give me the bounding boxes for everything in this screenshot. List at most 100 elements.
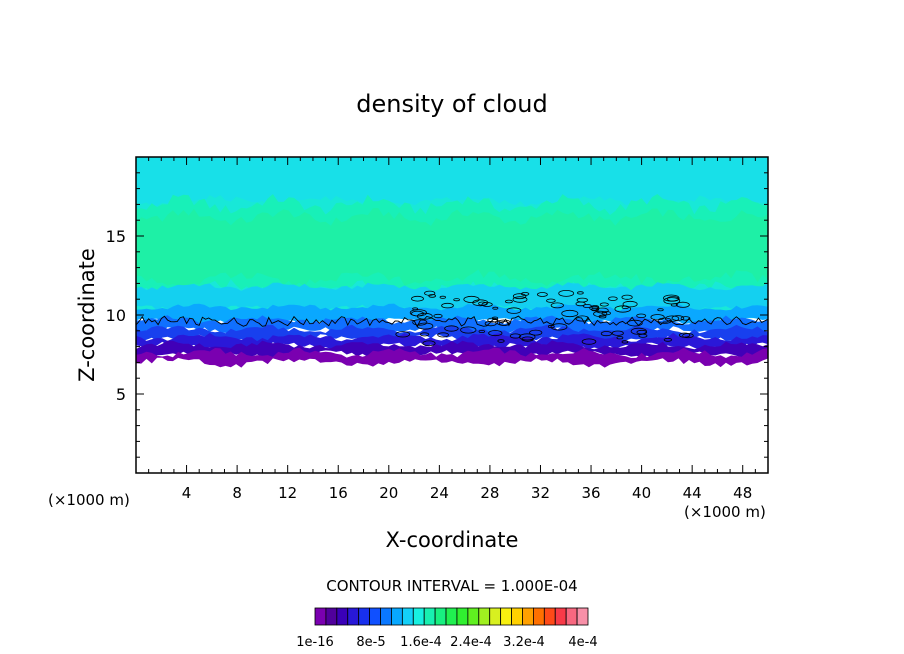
x-axis-label: X-coordinate <box>386 528 519 552</box>
colorbar-label: 4e-4 <box>568 635 597 650</box>
y-tick-label: 5 <box>116 385 126 404</box>
contour-ring <box>437 332 449 338</box>
contour-ring <box>484 320 497 327</box>
contour-interval-label: CONTOUR INTERVAL = 1.000E-04 <box>326 577 577 595</box>
contour-ring <box>593 310 608 317</box>
contour-ring <box>680 316 691 321</box>
contour-ring <box>581 338 597 345</box>
field-band-7 <box>136 347 768 368</box>
colorbar-swatch <box>412 607 425 626</box>
field-band-9-10 <box>136 303 768 326</box>
contour-ring <box>575 315 590 322</box>
contour-ring <box>492 306 499 310</box>
x-unit-right: (×1000 m) <box>684 503 766 521</box>
contour-ring <box>497 339 505 343</box>
contour-ring <box>608 296 618 301</box>
colorbar-label: 3.2e-4 <box>503 635 545 650</box>
colorbar-swatch <box>314 607 327 626</box>
contour-ring <box>506 307 522 314</box>
contour-ring <box>439 295 446 299</box>
contour-ring <box>611 330 624 336</box>
contour-ring <box>682 333 694 339</box>
x-tick-label: 44 <box>683 484 702 502</box>
contour-ring <box>670 303 678 307</box>
contour-ring <box>599 302 609 307</box>
colorbar-swatch <box>434 607 447 626</box>
colorbar-label: 2.4e-4 <box>450 635 492 650</box>
y-tick-label: 15 <box>106 227 126 246</box>
contour-ring <box>546 298 556 303</box>
contour-ring <box>650 314 665 321</box>
contour-lines <box>136 289 768 347</box>
colorbar-swatch <box>511 607 523 626</box>
x-tick-label: 16 <box>329 484 348 502</box>
x-tick-label: 12 <box>278 484 297 502</box>
chart-title: density of cloud <box>356 90 547 118</box>
colorbar-swatch <box>401 607 414 626</box>
contour-ring <box>630 327 647 335</box>
contour-ring <box>561 309 579 318</box>
contour-ring <box>622 300 638 308</box>
colorbar-swatch <box>554 607 567 626</box>
colorbar-swatch <box>336 607 349 626</box>
contour-ring <box>601 311 611 316</box>
contour-ring <box>575 301 586 307</box>
x-tick-label: 8 <box>232 484 242 502</box>
contour-ring <box>463 295 480 303</box>
colorbar <box>314 607 589 626</box>
colorbar-swatch <box>500 607 512 626</box>
x-tick-label: 20 <box>379 484 398 502</box>
x-tick-label: 24 <box>430 484 449 502</box>
contour-ring <box>504 299 513 304</box>
contour-ring <box>591 305 599 309</box>
contour-ring <box>481 302 493 307</box>
colorbar-swatch <box>522 607 534 626</box>
colorbar-labels: 1e-16 8e-5 1.6e-4 2.4e-4 3.2e-4 4e-4 <box>296 635 597 650</box>
colorbar-swatch <box>467 607 480 626</box>
contour-ring <box>488 330 503 337</box>
contour-ring <box>441 302 454 309</box>
x-axis: 4 8 12 16 20 24 28 32 36 40 44 48 <box>148 157 756 502</box>
contour-ring <box>638 333 648 338</box>
contour-ring <box>627 319 643 327</box>
contour-ring <box>478 301 487 306</box>
colorbar-label: 1.6e-4 <box>400 635 442 650</box>
contour-ring <box>444 325 459 332</box>
contour-ring <box>460 326 477 334</box>
colorbar-swatch <box>489 607 502 626</box>
colorbar-swatch <box>478 607 491 626</box>
contour-ring <box>520 291 530 296</box>
contour-ring <box>433 313 443 319</box>
contour-ring <box>621 305 629 309</box>
contour-ring <box>512 293 527 300</box>
contour-ring <box>676 301 690 308</box>
contour-ring <box>600 331 613 337</box>
colorbar-swatch <box>576 607 589 626</box>
contour-ring <box>547 324 555 329</box>
contour-ring <box>491 316 499 320</box>
contour-ring <box>478 329 485 333</box>
colorbar-swatch <box>391 607 403 626</box>
contour-ring <box>614 305 632 313</box>
x-tick-label: 28 <box>480 484 499 502</box>
contour-ring <box>666 296 680 302</box>
colorbar-swatch <box>533 607 545 626</box>
contour-ring <box>487 317 499 323</box>
contour-ring <box>496 319 511 326</box>
colorbar-swatch <box>543 607 556 626</box>
plot-area <box>136 157 768 368</box>
colorbar-swatch <box>456 607 469 626</box>
contour-ring <box>558 289 575 297</box>
y-axis: 5 10 15 <box>106 172 768 458</box>
colorbar-swatch <box>347 607 360 626</box>
contour-line-main <box>136 315 768 328</box>
contour-ring <box>417 322 434 330</box>
contour-ring <box>518 333 536 341</box>
colorbar-swatch <box>325 607 338 626</box>
contour-ring <box>550 302 564 309</box>
x-tick-label: 4 <box>182 484 192 502</box>
contour-ring <box>657 308 664 312</box>
colorbar-swatch <box>369 607 381 626</box>
contour-ring <box>663 337 673 342</box>
